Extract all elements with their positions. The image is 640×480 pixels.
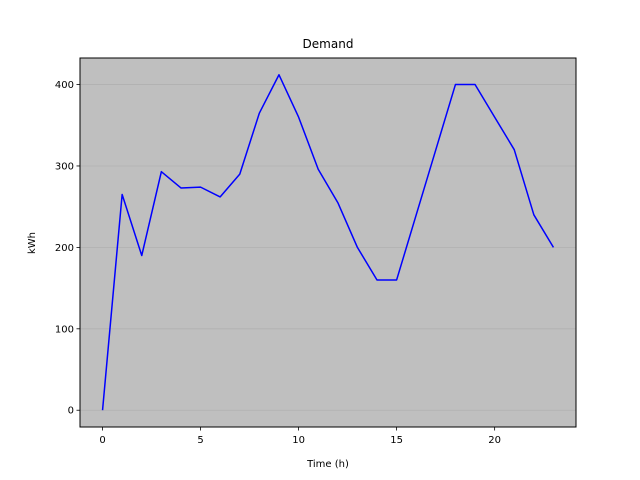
plot-area (80, 58, 576, 427)
plot-frame (79, 57, 577, 428)
grid-lines (80, 84, 576, 411)
chart-title: Demand (303, 37, 354, 51)
x-tick-label-10: 10 (292, 435, 305, 446)
y-tick-label-400: 400 (55, 80, 74, 91)
y-tick-label-100: 100 (55, 324, 74, 335)
x-tick-label-0: 0 (99, 435, 105, 446)
y-tick-label-300: 300 (55, 161, 74, 172)
x-tick-label-20: 20 (488, 435, 501, 446)
x-tick-label-15: 15 (390, 435, 403, 446)
x-axis-label: Time (h) (306, 459, 349, 470)
y-axis-label: kWh (27, 232, 38, 254)
series-line (101, 74, 555, 411)
y-tick-label-0: 0 (68, 406, 74, 417)
y-axis-ticks: 0 100 200 300 400 (55, 80, 80, 417)
x-axis-ticks: 0 5 10 15 20 (99, 427, 501, 446)
y-tick-label-200: 200 (55, 243, 74, 254)
x-tick-label-5: 5 (197, 435, 203, 446)
